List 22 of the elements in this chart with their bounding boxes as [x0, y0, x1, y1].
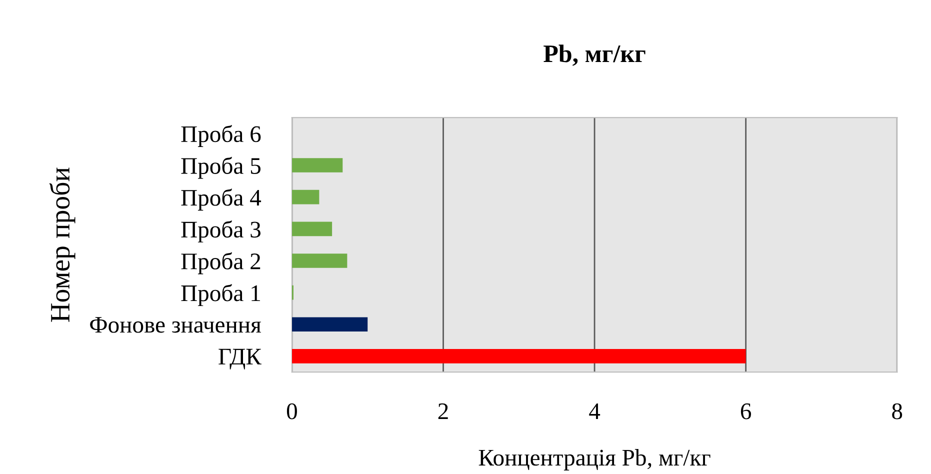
- x-tick-label: 4: [589, 403, 600, 420]
- y-tick-label: Проба 1: [181, 284, 260, 306]
- x-tick-label: 6: [740, 403, 752, 420]
- bar: [292, 158, 343, 172]
- y-tick-label: Проба 3: [181, 220, 260, 242]
- y-axis-title: Номер проби: [49, 168, 76, 322]
- x-axis-title: Концентрація Pb, мг/кг: [478, 449, 710, 470]
- x-tick-label: 2: [438, 403, 448, 420]
- x-tick-label: 8: [892, 403, 902, 420]
- y-tick-label: ГДК: [218, 348, 262, 370]
- y-tick-label: Проба 4: [181, 188, 262, 211]
- chart-title: Pb, мг/кг: [544, 44, 646, 66]
- bar: [292, 190, 320, 204]
- bar: [292, 254, 348, 268]
- y-tick-label: Проба 2: [181, 252, 260, 274]
- y-tick-label: Проба 5: [181, 156, 260, 179]
- bar: [292, 222, 332, 236]
- y-tick-label: Фонове значення: [90, 317, 261, 333]
- y-tick-label: Проба 6: [181, 125, 261, 147]
- bar: [292, 317, 368, 332]
- x-tick-label: 0: [286, 403, 297, 420]
- bar: [292, 349, 746, 364]
